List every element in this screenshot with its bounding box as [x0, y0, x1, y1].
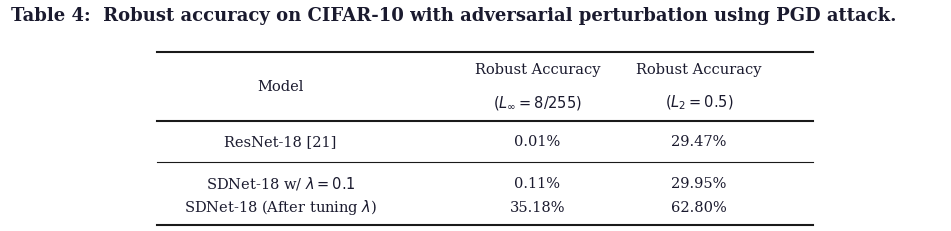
Text: Robust Accuracy: Robust Accuracy — [636, 64, 762, 77]
Text: Table 4:  Robust accuracy on CIFAR-10 with adversarial perturbation using PGD at: Table 4: Robust accuracy on CIFAR-10 wit… — [11, 7, 897, 25]
Text: Robust Accuracy: Robust Accuracy — [475, 64, 600, 77]
Text: Model: Model — [258, 80, 303, 94]
Text: 62.80%: 62.80% — [671, 201, 727, 215]
Text: 35.18%: 35.18% — [510, 201, 565, 215]
Text: 29.47%: 29.47% — [671, 135, 727, 149]
Text: ResNet-18 [21]: ResNet-18 [21] — [224, 135, 337, 149]
Text: 29.95%: 29.95% — [671, 177, 727, 191]
Text: 0.01%: 0.01% — [514, 135, 560, 149]
Text: $(L_{\infty} = 8/255)$: $(L_{\infty} = 8/255)$ — [493, 94, 582, 112]
Text: SDNet-18 w/ $\lambda = 0.1$: SDNet-18 w/ $\lambda = 0.1$ — [205, 175, 356, 192]
Text: $(L_2 = 0.5)$: $(L_2 = 0.5)$ — [665, 94, 733, 112]
Text: SDNet-18 (After tuning $\lambda$): SDNet-18 (After tuning $\lambda$) — [184, 198, 378, 217]
Text: 0.11%: 0.11% — [514, 177, 560, 191]
